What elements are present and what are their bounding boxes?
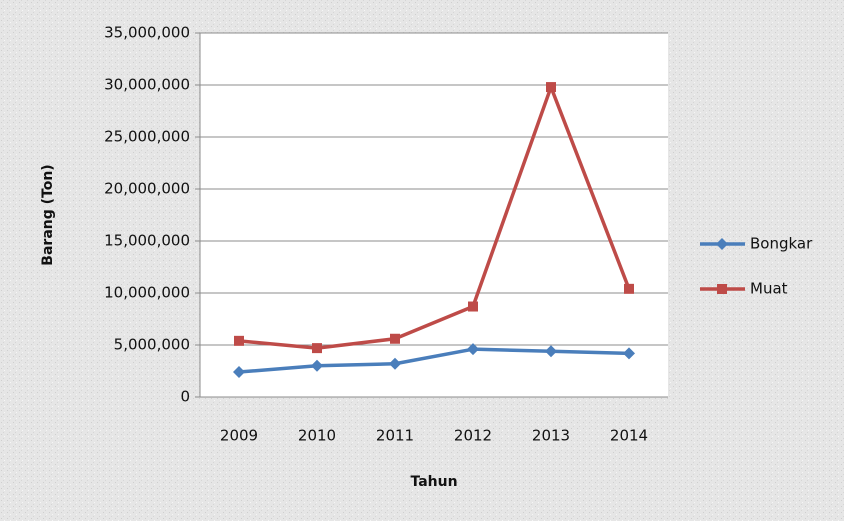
series-line bbox=[238, 347, 630, 374]
marker bbox=[716, 238, 728, 250]
y-axis-title: Barang (Ton) bbox=[40, 164, 56, 265]
y-tick-label: 5,000,000 bbox=[114, 336, 190, 354]
series-line bbox=[238, 85, 631, 350]
plot-area bbox=[200, 33, 668, 397]
x-tick-label: 2011 bbox=[376, 427, 414, 445]
marker bbox=[623, 347, 635, 360]
x-tick-label: 2010 bbox=[298, 427, 336, 445]
marker bbox=[468, 301, 478, 312]
marker bbox=[546, 82, 556, 93]
y-tick-label: 30,000,000 bbox=[104, 76, 190, 94]
marker bbox=[624, 283, 634, 294]
marker bbox=[311, 359, 323, 372]
marker bbox=[467, 343, 479, 356]
x-tick-label: 2014 bbox=[610, 427, 648, 445]
y-tick-label: 35,000,000 bbox=[104, 24, 190, 42]
marker bbox=[233, 366, 245, 379]
marker bbox=[234, 335, 244, 346]
y-tick-label: 10,000,000 bbox=[104, 284, 190, 302]
marker bbox=[545, 345, 557, 358]
marker bbox=[390, 333, 400, 344]
x-tick-label: 2009 bbox=[220, 427, 258, 445]
legend-label: Muat bbox=[750, 280, 788, 298]
x-tick-label: 2012 bbox=[454, 427, 492, 445]
legend-label: Bongkar bbox=[750, 235, 813, 253]
y-tick-label: 15,000,000 bbox=[104, 232, 190, 250]
marker bbox=[389, 357, 401, 370]
marker bbox=[312, 343, 322, 354]
x-axis-title: Tahun bbox=[410, 474, 457, 490]
y-tick-label: 25,000,000 bbox=[104, 128, 190, 146]
marker bbox=[717, 284, 727, 294]
y-tick-label: 0 bbox=[180, 388, 190, 406]
x-tick-label: 2013 bbox=[532, 427, 570, 445]
y-tick-label: 20,000,000 bbox=[104, 180, 190, 198]
